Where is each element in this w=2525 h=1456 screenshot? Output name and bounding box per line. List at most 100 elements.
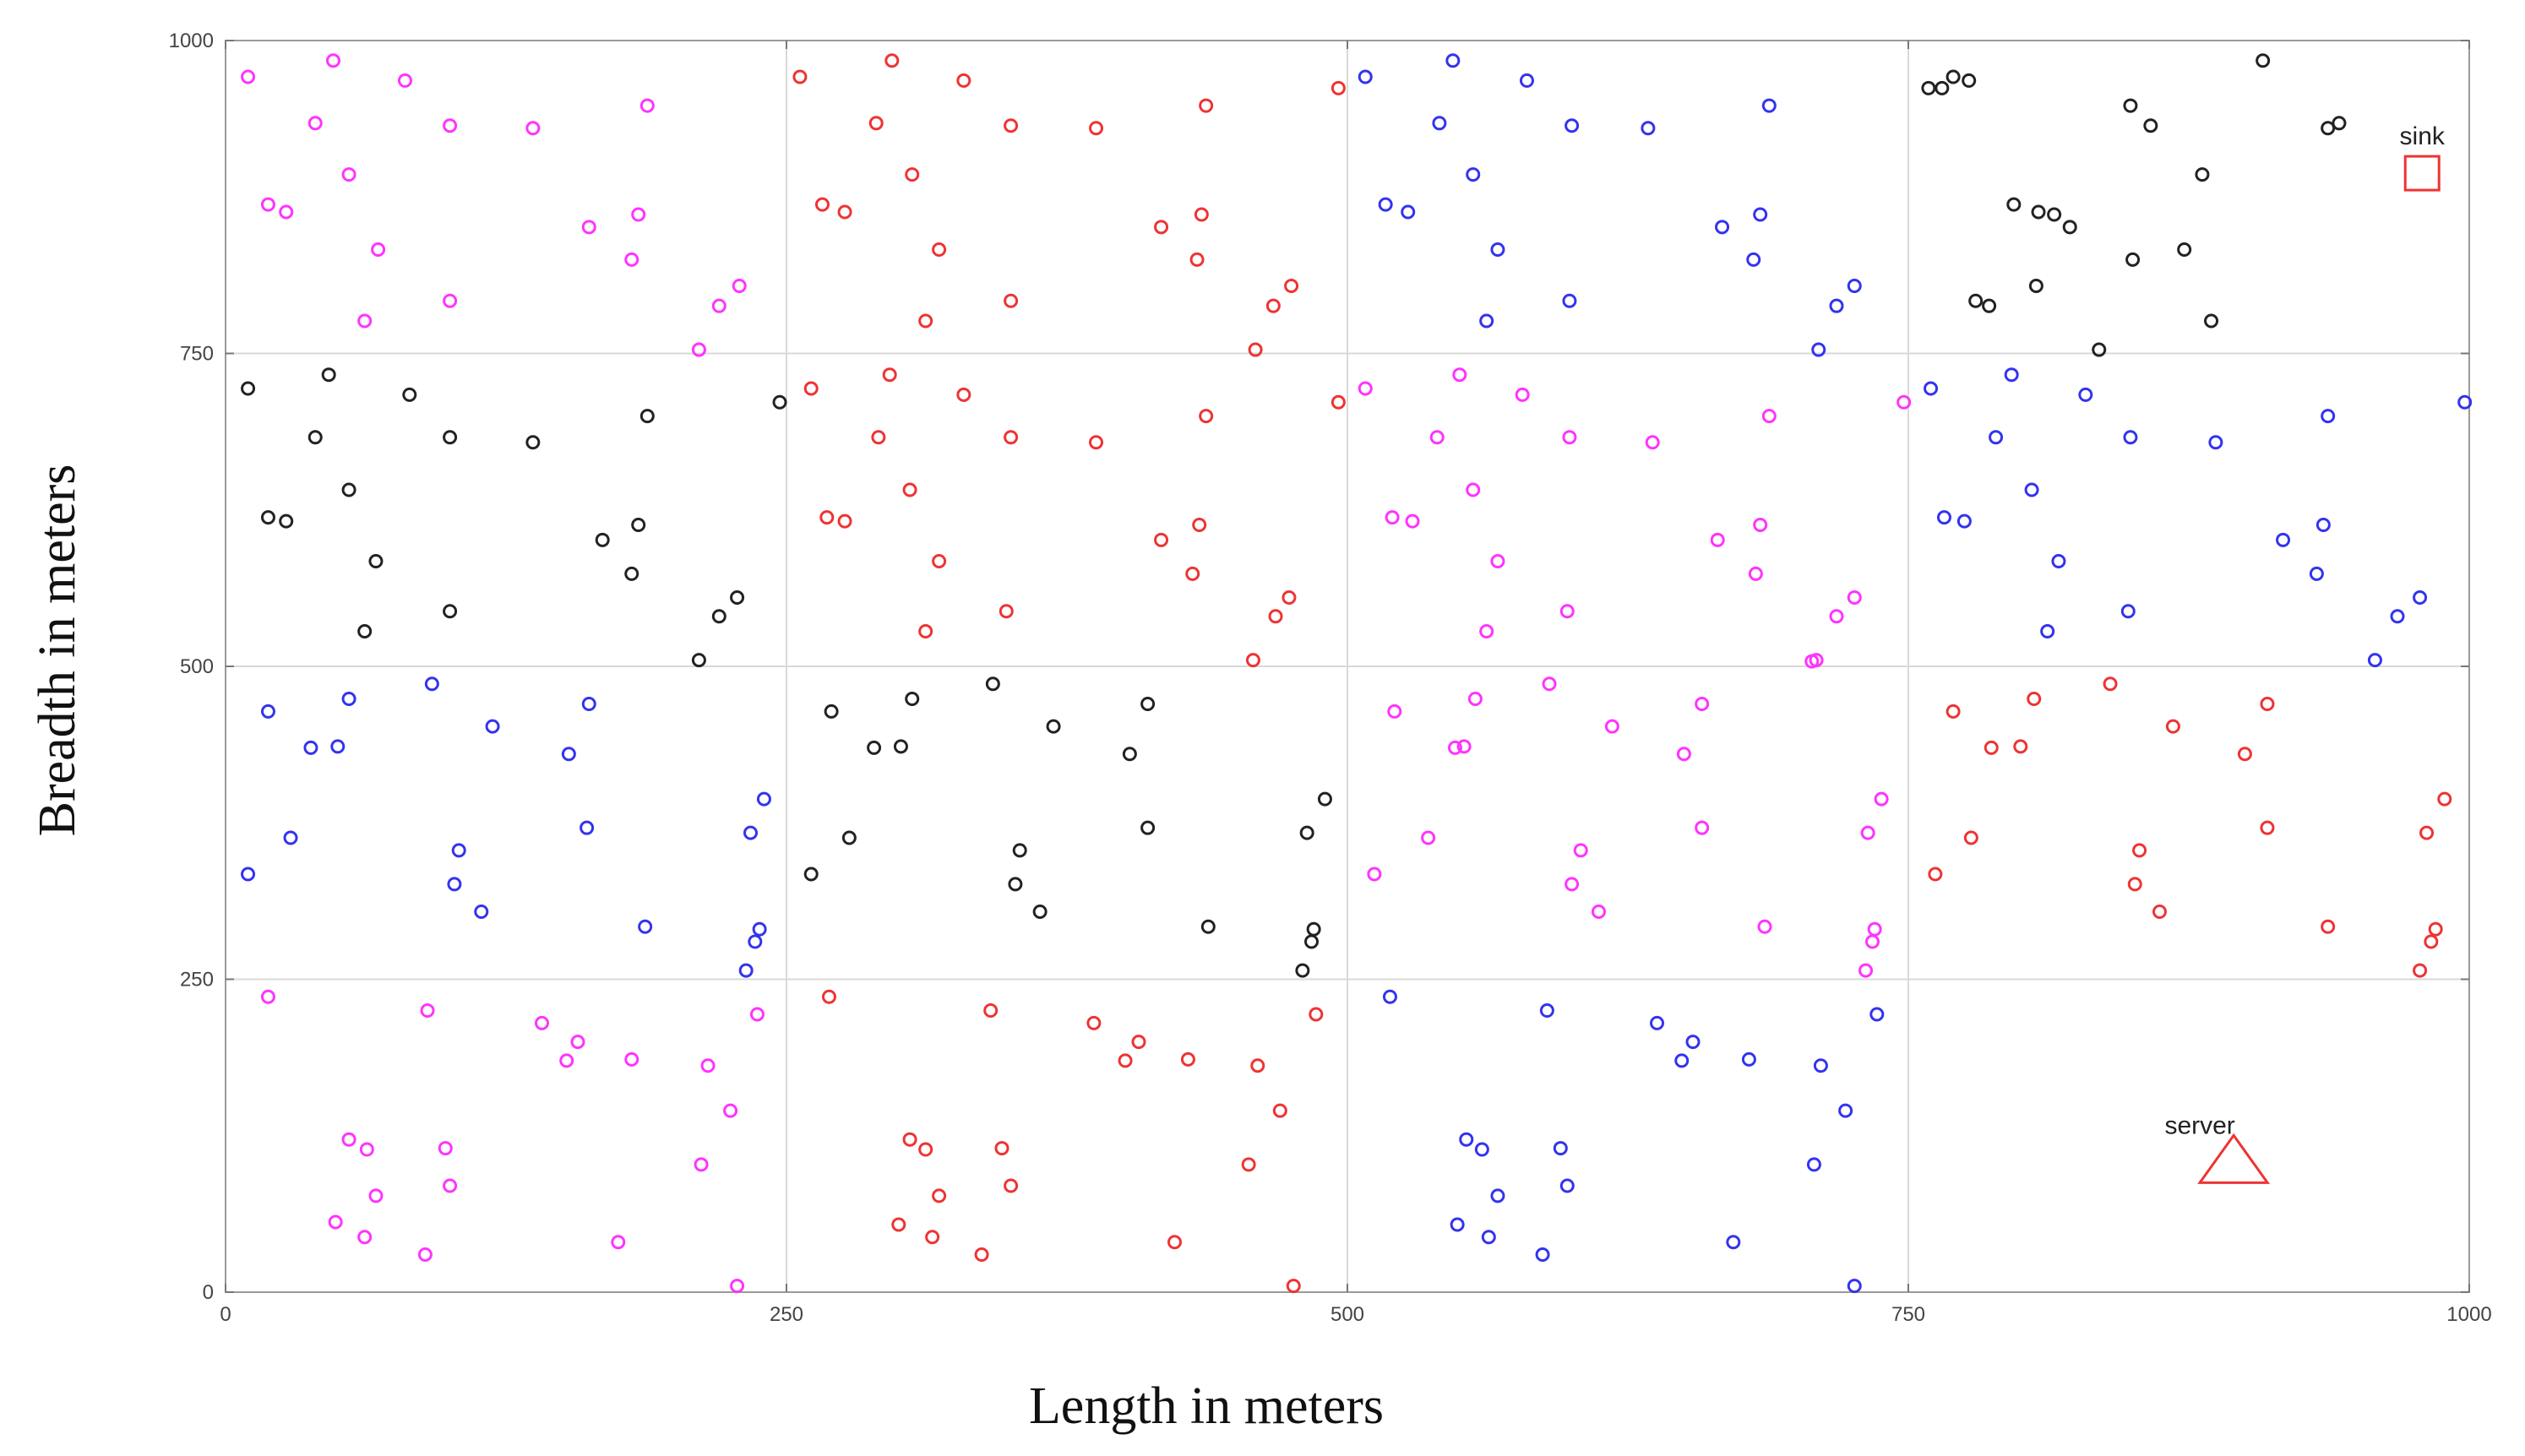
data-point [691, 653, 706, 668]
data-point [2315, 518, 2331, 533]
data-point [2078, 387, 2093, 402]
data-point [1748, 566, 1763, 581]
data-point [1741, 1051, 1756, 1067]
data-point [2024, 482, 2039, 497]
data-point [1562, 430, 1577, 445]
data-point [1367, 867, 1382, 882]
data-point [638, 919, 653, 934]
data-point [1479, 313, 1494, 329]
data-point [447, 877, 462, 892]
data-point [1490, 1188, 1505, 1203]
data-point [2127, 877, 2142, 892]
data-point [330, 739, 346, 754]
data-point [2321, 919, 2336, 934]
data-point [485, 719, 500, 734]
data-point [2195, 167, 2210, 182]
data-point [1167, 1235, 1182, 1250]
data-point [1676, 747, 1691, 762]
data-point [803, 867, 819, 882]
data-point [2123, 430, 2138, 445]
data-point [1421, 830, 1436, 845]
data-point [1447, 740, 1462, 755]
x-tick-label: 500 [1331, 1303, 1364, 1326]
data-point [723, 1103, 738, 1118]
data-point [730, 589, 745, 605]
data-point [1847, 589, 1862, 605]
data-point [534, 1015, 549, 1030]
data-point [260, 989, 275, 1004]
data-point [1984, 740, 1999, 755]
data-point [443, 604, 458, 619]
y-tick-label: 1000 [169, 30, 214, 52]
data-point [1490, 554, 1505, 569]
data-point [1539, 1003, 1554, 1019]
data-point [1385, 510, 1400, 525]
data-point [1331, 80, 1346, 95]
data-point [2004, 367, 2019, 383]
data-point [2390, 609, 2405, 624]
data-point [1295, 963, 1310, 978]
data-point [1089, 435, 1104, 450]
data-point [868, 116, 884, 131]
data-point [1813, 1058, 1828, 1073]
data-point [956, 387, 971, 402]
data-point [1140, 820, 1156, 835]
data-point [918, 1142, 933, 1157]
data-point [2321, 121, 2336, 136]
data-point [2428, 921, 2443, 937]
data-point [1200, 919, 1216, 934]
data-point [1378, 197, 1393, 212]
data-point [1542, 676, 1557, 692]
data-point [1535, 1247, 1550, 1263]
data-point [738, 963, 754, 978]
data-point [2424, 934, 2439, 949]
data-point [2260, 696, 2275, 711]
data-point [1387, 704, 1402, 719]
data-point [792, 69, 808, 84]
data-point [1185, 566, 1200, 581]
data-point [443, 118, 458, 133]
data-point [1869, 1007, 1885, 1022]
data-point [580, 820, 595, 835]
data-point [1241, 1157, 1256, 1172]
data-point [624, 566, 639, 581]
data-point [2237, 747, 2252, 762]
data-point [749, 1007, 765, 1022]
data-point [525, 121, 541, 136]
data-point [2204, 313, 2219, 329]
data-point [1761, 98, 1777, 113]
data-point [581, 696, 596, 711]
data-point [1089, 121, 1104, 136]
data-point [871, 430, 886, 445]
data-point [1245, 653, 1260, 668]
data-point [639, 409, 655, 424]
data-point [2132, 843, 2147, 858]
data-point [1726, 1235, 1741, 1250]
data-point [1199, 409, 1214, 424]
data-point [2260, 820, 2275, 835]
data-point [559, 1053, 574, 1068]
data-point [711, 298, 726, 313]
data-point [1847, 278, 1862, 293]
sink-marker [2403, 155, 2441, 192]
data-point [2120, 604, 2136, 619]
data-point [1695, 820, 1710, 835]
data-point [2047, 207, 2062, 222]
data-point [1405, 513, 1420, 529]
data-point [1286, 1279, 1301, 1294]
data-point [1838, 1103, 1853, 1118]
data-point [1459, 1132, 1474, 1147]
data-point [1189, 252, 1205, 267]
data-point [1645, 435, 1660, 450]
data-point [2309, 566, 2324, 581]
data-point [357, 624, 373, 639]
data-point [1012, 843, 1027, 858]
data-point [932, 554, 947, 569]
data-point [1268, 609, 1283, 624]
data-point [1928, 867, 1943, 882]
data-point [1199, 98, 1214, 113]
data-point [1154, 532, 1169, 547]
data-point [918, 624, 933, 639]
data-point [368, 554, 384, 569]
